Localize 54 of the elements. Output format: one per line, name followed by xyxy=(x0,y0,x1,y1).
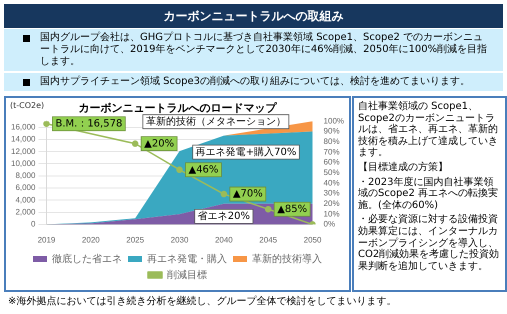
x-tick-label: 2025 xyxy=(126,235,145,244)
legend-label: 削減目標 xyxy=(167,268,207,281)
x-tick-label: 2050 xyxy=(304,235,322,244)
y-axis-title: (t-CO2e) xyxy=(10,101,44,110)
y2-tick-label: 90% xyxy=(324,126,340,136)
legend-label: 再エネ発電・購入 xyxy=(147,252,227,265)
y2-tick-label: 50% xyxy=(324,168,340,178)
y2-tick-label: 100% xyxy=(324,116,344,126)
annotation: 革新的技術（メタネーション） xyxy=(146,115,286,128)
y-tick-label: 14,000 xyxy=(11,134,36,144)
y-tick-label: 0 xyxy=(31,220,36,229)
y2-tick-label: 10% xyxy=(324,209,340,218)
text: 国内サプライチェーン領域 Scope3の削減への取り組みについては、検討を進めてまいります。 xyxy=(4,73,503,93)
y2-tick-label: 20% xyxy=(324,198,340,208)
chart-title: カーボンニュートラルへのロードマップ xyxy=(78,102,278,115)
annotation: B.M.：16,578 xyxy=(55,118,122,130)
y-tick-label: 6,000 xyxy=(15,183,36,192)
text: 【目標達成の方策】 xyxy=(358,162,449,174)
x-tick-label: 2020 xyxy=(82,235,100,244)
x-tick-label: 2045 xyxy=(259,235,278,244)
text: カーボンニュートラルへの取組み xyxy=(164,8,344,24)
text: ・2023年度に国内自社事業領域のScope2 再エネへの転換実施。(全体の60%) xyxy=(358,176,500,212)
annotation: ▲70% xyxy=(232,188,263,200)
y2-tick-label: 70% xyxy=(324,147,340,156)
y-tick-label: 16,000 xyxy=(11,122,36,132)
text: 国内グループ会社は、GHGプロトコルに基づき自社事業領域 Scope1、Scope2 でのカーボンニュートラルに向けて、2019年をベンチマークとして2030年に46%削減、2050年に100%削減を目指します。 xyxy=(4,29,503,73)
point xyxy=(176,166,183,174)
annotation: ▲85% xyxy=(277,204,308,215)
text: ・必要な資源に対する設備投資効果算定には、インターナルカーボンプライシングを導入し、CO2削減効果を考慮した投資効果判断を追加していきます。 xyxy=(358,214,500,272)
y-tick-label: 8,000 xyxy=(15,171,36,180)
y2-tick-label: 60% xyxy=(324,158,340,167)
point xyxy=(132,140,138,147)
legend-label: 徹底した省エネ xyxy=(52,252,122,265)
annotation: 省エネ20% xyxy=(198,210,250,222)
text: 自社事業領域の Scope1、Scope2のカーボンニュートラルは、省エネ、再エネ、革新的技術を積み上げて達成していきます。 xyxy=(358,101,499,159)
y2-tick-label: 40% xyxy=(324,178,340,188)
y-tick-label: 10,000 xyxy=(11,158,36,168)
y2-tick-label: 30% xyxy=(324,188,340,198)
point xyxy=(43,121,50,128)
y-tick-label: 12,000 xyxy=(11,146,36,156)
annotation: ▲20% xyxy=(144,138,174,150)
y2-tick-label: 80% xyxy=(324,137,340,146)
point xyxy=(220,190,228,198)
x-tick-label: 2019 xyxy=(38,235,56,244)
x-tick-label: 2040 xyxy=(214,235,234,244)
y2-tick-label: 0% xyxy=(324,220,336,229)
x-tick-label: 2030 xyxy=(170,235,189,244)
point xyxy=(264,206,272,212)
annotation: 再エネ発電+購入70% xyxy=(196,146,296,158)
legend-label: 革新的技術導入 xyxy=(252,252,322,265)
annotation: ▲46% xyxy=(188,164,218,176)
y-tick-label: 2,000 xyxy=(15,207,36,216)
text: ※海外拠点においては引き続き分析を継続し、グループ全体で検討をしてまいります。 xyxy=(8,294,396,308)
y-tick-label: 4,000 xyxy=(15,195,36,204)
